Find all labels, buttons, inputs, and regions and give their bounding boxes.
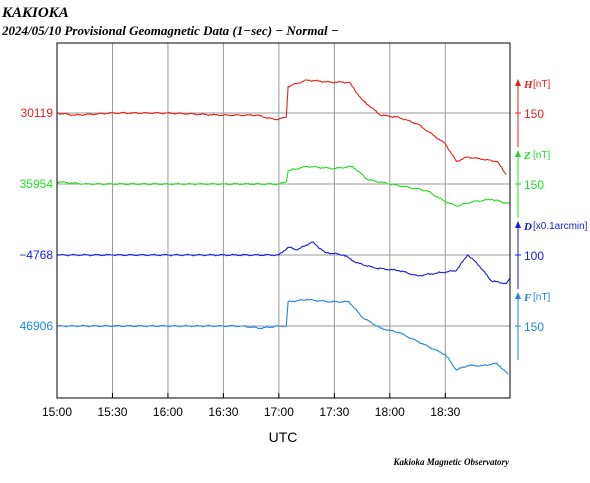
plot-series-lines (56, 79, 511, 375)
series-line-D (56, 241, 511, 285)
arrowhead-icon (515, 292, 521, 299)
baseline-label-H: 30119 (21, 106, 54, 120)
x-tick-label: 15:30 (97, 405, 127, 419)
arrowhead-icon (515, 221, 521, 228)
x-tick-label: 16:00 (153, 405, 183, 419)
component-unit-F: [nT] (533, 292, 550, 303)
component-name-Z: Z (523, 150, 531, 162)
scale-value-Z: 150 (524, 178, 544, 192)
plot-grid (57, 43, 510, 398)
series-line-Z (56, 165, 511, 208)
chart-subtitle: 2024/05/10 Provisional Geomagnetic Data … (1, 23, 339, 38)
arrowhead-icon (515, 150, 521, 157)
component-name-H: H (523, 79, 533, 91)
x-tick-label: 17:00 (264, 405, 294, 419)
baseline-label-D: −4768 (19, 248, 53, 262)
scale-value-F: 150 (524, 320, 544, 334)
scale-value-D: 100 (524, 249, 544, 263)
series-line-H (56, 79, 507, 175)
station-title: KAKIOKA (1, 5, 69, 21)
x-axis-label: UTC (269, 429, 298, 445)
component-unit-D: [x0.1arcmin] (533, 221, 588, 232)
baseline-label-Z: 35954 (20, 177, 54, 191)
series-line-F (56, 298, 509, 375)
scale-value-H: 150 (524, 107, 544, 121)
x-tick-label: 17:30 (319, 405, 349, 419)
x-tick-label: 18:30 (430, 405, 460, 419)
component-name-F: F (523, 292, 532, 304)
component-unit-H: [nT] (533, 79, 550, 90)
plot-frame (56, 42, 511, 399)
observatory-credit: Kakioka Magnetic Observatory (393, 457, 510, 467)
x-tick-label: 18:00 (375, 405, 405, 419)
component-name-D: D (523, 221, 532, 233)
x-tick-label: 16:30 (208, 405, 238, 419)
left-baseline-labels: 30119 35954 −4768 46906 (19, 106, 53, 333)
arrowhead-icon (515, 79, 521, 86)
baseline-label-F: 46906 (20, 319, 54, 333)
x-tick-label: 15:00 (42, 405, 72, 419)
x-axis-ticks: 15:00 15:30 16:00 16:30 17:00 17:30 18:00 18:30 (42, 393, 461, 419)
component-unit-Z: [nT] (533, 150, 550, 161)
